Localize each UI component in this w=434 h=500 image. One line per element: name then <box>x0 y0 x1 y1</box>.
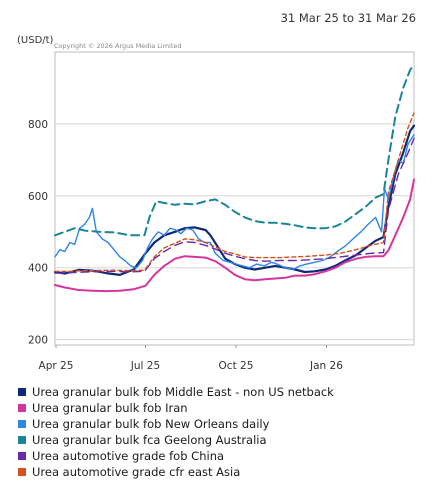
x-tick-label: Jul 25 <box>130 360 160 372</box>
copyright-notice: Copyright © 2026 Argus Media Limited <box>54 42 182 50</box>
price-chart: 200 400 600 800 Apr 25 Jul 25 Oct 25 Jan 26 <box>28 51 416 372</box>
x-tick-label: Jan 26 <box>309 360 343 372</box>
x-tick-label: Apr 25 <box>39 360 74 372</box>
series-line-4 <box>54 63 415 237</box>
y-axis-unit: (USD/t) <box>17 35 54 46</box>
x-tick-label: Oct 25 <box>219 360 254 372</box>
legend-swatch <box>18 388 26 396</box>
legend-label: Urea granular bulk fca Geelong Australia <box>32 433 267 447</box>
legend-label: Urea granular bulk fob New Orleans daily <box>32 417 270 431</box>
legend-item: Urea granular bulk fca Geelong Australia <box>18 432 428 448</box>
series-line-1 <box>53 124 416 276</box>
legend-swatch <box>18 404 26 412</box>
legend-label: Urea automotive grade cfr east Asia <box>32 465 241 479</box>
series-line-3 <box>54 134 415 271</box>
chart-legend: Urea granular bulk fob Middle East - non… <box>18 384 428 480</box>
legend-swatch <box>18 420 26 428</box>
legend-swatch <box>18 468 26 476</box>
y-tick-label: 200 <box>28 335 48 347</box>
legend-item: Urea granular bulk fob Iran <box>18 400 428 416</box>
legend-item: Urea granular bulk fob Middle East - non… <box>18 384 428 400</box>
legend-item: Urea granular bulk fob New Orleans daily <box>18 416 428 432</box>
legend-item: Urea automotive grade cfr east Asia <box>18 464 428 480</box>
plot-frame <box>54 51 415 346</box>
legend-label: Urea automotive grade fob China <box>32 449 225 463</box>
y-tick-label: 400 <box>28 263 48 275</box>
date-range: 31 Mar 25 to 31 Mar 26 <box>280 11 416 25</box>
series-line-2 <box>54 178 415 293</box>
y-tick-label: 600 <box>28 191 48 203</box>
y-tick-label: 800 <box>28 119 48 131</box>
legend-item: Urea automotive grade fob China <box>18 448 428 464</box>
series-line-6 <box>54 112 415 272</box>
legend-label: Urea granular bulk fob Middle East - non… <box>32 385 334 399</box>
legend-swatch <box>18 436 26 444</box>
legend-swatch <box>18 452 26 460</box>
series-line-5 <box>54 137 415 274</box>
legend-label: Urea granular bulk fob Iran <box>32 401 188 415</box>
